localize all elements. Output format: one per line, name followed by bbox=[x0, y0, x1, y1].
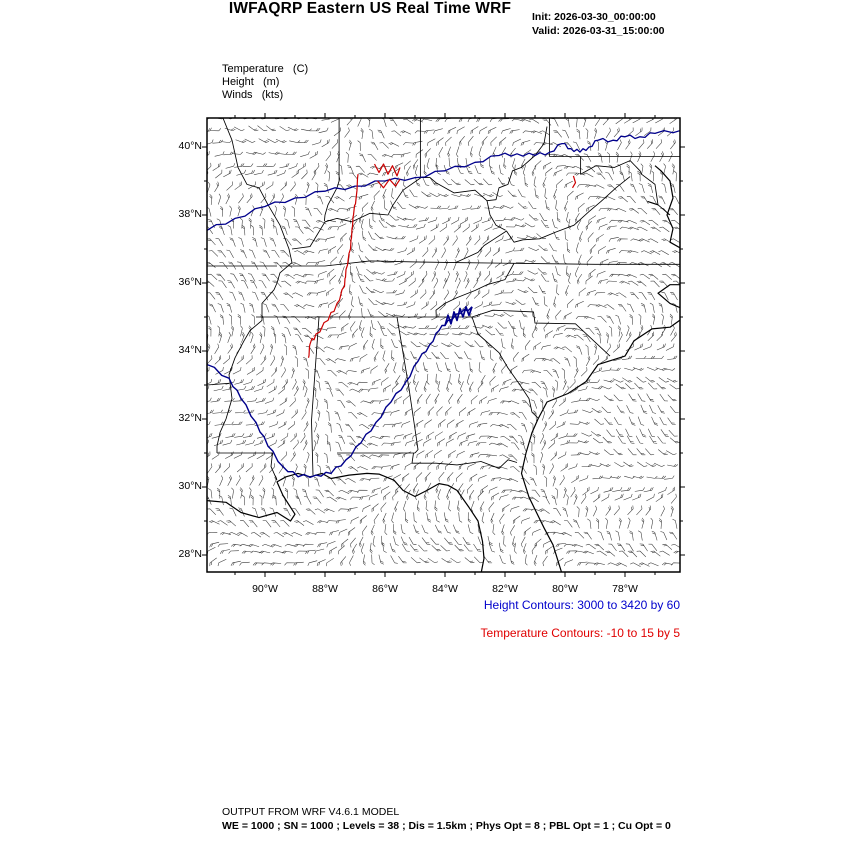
legend-height: Height (m) bbox=[222, 76, 280, 88]
temperature-contour-line bbox=[373, 163, 401, 177]
height-contour-line bbox=[207, 306, 473, 479]
temperature-contour-line bbox=[377, 178, 401, 189]
state-boundary bbox=[216, 118, 293, 453]
lon-axis-label-90w: 90°W bbox=[252, 583, 278, 595]
model-output-note: OUTPUT FROM WRF V4.6.1 MODEL bbox=[222, 806, 400, 818]
wind-barbs bbox=[207, 118, 680, 567]
page-title: IWFAQRP Eastern US Real Time WRF bbox=[228, 0, 512, 17]
coastline bbox=[654, 165, 680, 249]
lon-axis-label-84w: 84°W bbox=[432, 583, 458, 595]
valid-timestamp: Valid: 2026-03-31_15:00:00 bbox=[532, 25, 665, 37]
temperature-contour-line bbox=[571, 175, 577, 189]
lat-axis-label-40n: 40°N bbox=[178, 140, 202, 152]
model-config-note: WE = 1000 ; SN = 1000 ; Levels = 38 ; Di… bbox=[222, 820, 671, 832]
init-timestamp: Init: 2026-03-30_00:00:00 bbox=[532, 11, 656, 23]
axis-ticks bbox=[202, 113, 685, 577]
state-boundary bbox=[580, 156, 671, 216]
lat-axis-label-34n: 34°N bbox=[178, 344, 202, 356]
lon-axis-label-78w: 78°W bbox=[612, 583, 638, 595]
temperature-contour-line bbox=[307, 174, 359, 358]
state-boundary bbox=[396, 316, 419, 454]
state-boundary bbox=[217, 452, 278, 481]
state-boundary bbox=[471, 316, 539, 419]
state-boundary bbox=[411, 452, 518, 469]
state-boundary bbox=[311, 316, 320, 476]
height-contour-note: Height Contours: 3000 to 3420 by 60 bbox=[483, 598, 680, 612]
state-boundary bbox=[455, 176, 631, 263]
lat-axis-label-28n: 28°N bbox=[178, 548, 202, 560]
state-boundary bbox=[207, 382, 230, 386]
lat-axis-label-30n: 30°N bbox=[178, 480, 202, 492]
lon-axis-label-80w: 80°W bbox=[552, 583, 578, 595]
lon-axis-label-88w: 88°W bbox=[312, 583, 338, 595]
legend-winds: Winds (kts) bbox=[222, 89, 284, 101]
state-boundary bbox=[323, 118, 340, 222]
lat-axis-label-36n: 36°N bbox=[178, 276, 202, 288]
state-boundary bbox=[486, 200, 506, 231]
coastline bbox=[647, 200, 659, 206]
coastline bbox=[207, 472, 485, 572]
state-boundary bbox=[435, 263, 515, 318]
temperature-contour-note: Temperature Contours: -10 to 15 by 5 bbox=[480, 626, 680, 640]
height-contour-dense bbox=[444, 305, 473, 326]
height-contour-line bbox=[207, 129, 680, 231]
lon-axis-label-82w: 82°W bbox=[492, 583, 518, 595]
coastline bbox=[657, 284, 680, 309]
legend-temperature: Temperature (C) bbox=[222, 63, 309, 75]
weather-map bbox=[202, 113, 685, 577]
map-frame bbox=[206, 117, 681, 573]
coastline bbox=[520, 319, 680, 572]
state-boundary bbox=[291, 126, 548, 250]
lat-axis-label-32n: 32°N bbox=[178, 412, 202, 424]
state-boundary bbox=[471, 309, 611, 357]
state-boundary bbox=[280, 260, 680, 267]
lon-axis-label-86w: 86°W bbox=[372, 583, 398, 595]
lat-axis-label-38n: 38°N bbox=[178, 208, 202, 220]
